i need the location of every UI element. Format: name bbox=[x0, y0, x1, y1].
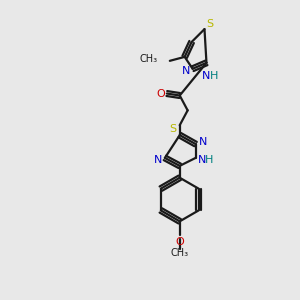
Text: S: S bbox=[169, 124, 176, 134]
Text: CH₃: CH₃ bbox=[140, 54, 158, 64]
Text: H: H bbox=[205, 155, 214, 165]
Text: O: O bbox=[157, 88, 165, 98]
Text: N: N bbox=[198, 155, 207, 165]
Text: N: N bbox=[182, 66, 190, 76]
Text: H: H bbox=[210, 71, 219, 81]
Text: N: N bbox=[202, 71, 211, 81]
Text: N: N bbox=[154, 155, 162, 165]
Text: CH₃: CH₃ bbox=[171, 248, 189, 258]
Text: N: N bbox=[199, 137, 208, 147]
Text: S: S bbox=[206, 19, 213, 29]
Text: O: O bbox=[175, 237, 184, 247]
